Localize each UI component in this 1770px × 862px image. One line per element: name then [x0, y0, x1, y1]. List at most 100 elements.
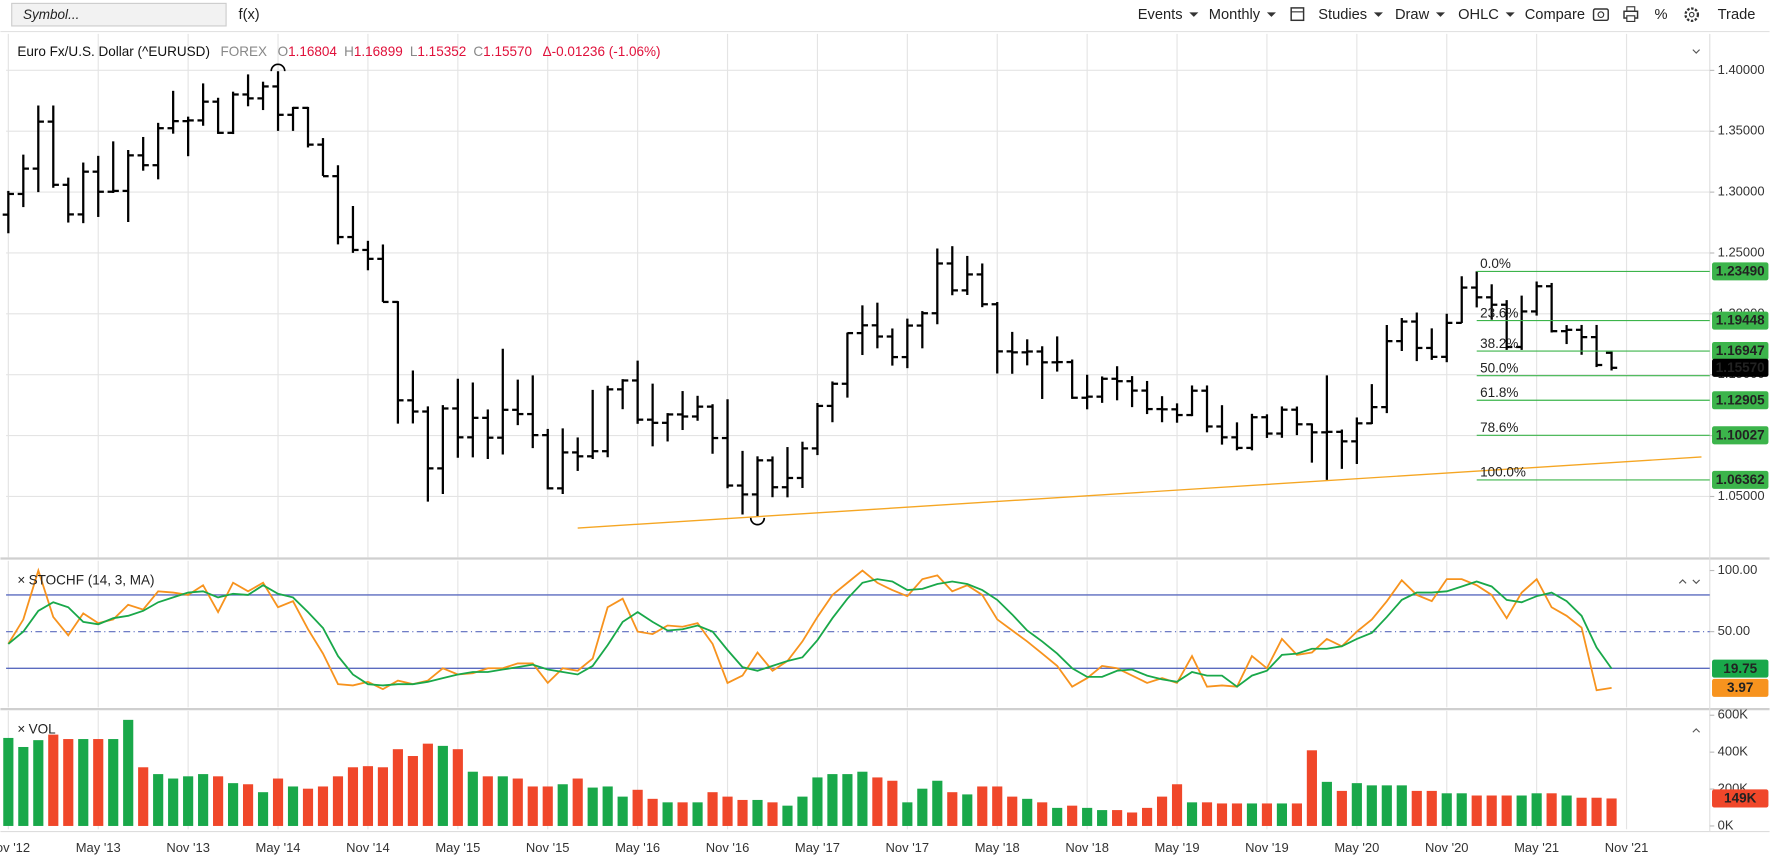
fib-price-box [1712, 426, 1769, 445]
volume-bar [842, 774, 853, 826]
volume-bar [602, 786, 613, 826]
menu-button[interactable]: Draw [1395, 7, 1430, 23]
x-tick-label: Nov '17 [886, 840, 930, 855]
fib-label: 23.6% [1480, 305, 1518, 320]
collapse-icon[interactable] [1692, 49, 1701, 54]
volume-bar [1411, 790, 1422, 826]
calendar-icon[interactable] [1290, 7, 1305, 22]
menu-caret [1373, 12, 1383, 17]
x-tick-label: May '17 [795, 840, 840, 855]
close-key: C [473, 43, 483, 58]
study-arrows[interactable] [1692, 728, 1701, 733]
volume-bar [932, 780, 943, 826]
fib-price: 1.12905 [1716, 392, 1765, 407]
high-value: 1.16899 [354, 43, 403, 58]
camera-icon[interactable] [1592, 8, 1609, 22]
symbol-input[interactable] [11, 2, 227, 27]
settings-icon[interactable] [1684, 7, 1700, 23]
fib-price-box [1712, 342, 1769, 361]
low-value: 1.15352 [417, 43, 466, 58]
close-study[interactable]: × [17, 573, 25, 588]
volume-bar [452, 749, 463, 826]
menu-button[interactable]: Monthly [1209, 7, 1261, 23]
fib-price: 1.06362 [1716, 472, 1765, 487]
volume-bar [917, 788, 928, 826]
volume-bar [1366, 785, 1377, 826]
volume-bar [692, 802, 703, 826]
volume-bar [1246, 803, 1258, 826]
x-tick-label: Nov '12 [0, 840, 30, 855]
volume-bar [1141, 807, 1153, 826]
volume-bar [902, 802, 913, 826]
y-tick-label: 1.40000 [1718, 62, 1765, 77]
vol-title: VOL [29, 722, 57, 737]
trade-button[interactable]: Trade [1718, 7, 1756, 23]
volume-bar [1261, 803, 1273, 826]
menu-button[interactable]: Studies [1318, 7, 1367, 23]
last-price: 1.15570 [1716, 360, 1765, 375]
x-tick-label: Nov '20 [1425, 840, 1469, 855]
volume-bar [198, 774, 209, 826]
volume-bar [1426, 790, 1437, 826]
instrument-title: Euro Fx/U.S. Dollar (^EURUSD) [17, 43, 210, 58]
fib-label: 0.0% [1480, 256, 1511, 271]
volume-bar [138, 767, 149, 826]
fib-price-box [1712, 470, 1769, 489]
trendline [577, 456, 1702, 529]
volume-bar [347, 767, 359, 826]
volume-bar [377, 767, 388, 826]
stoch-last-box [1712, 678, 1769, 697]
y-tick-label: 1.25000 [1718, 244, 1765, 259]
volume-bar [332, 776, 344, 826]
x-tick-label: May '20 [1334, 840, 1379, 855]
close-study[interactable]: × [17, 722, 25, 737]
volume-bar [812, 777, 823, 826]
x-tick-label: May '19 [1155, 840, 1200, 855]
volume-bar [1112, 810, 1123, 826]
volume-bar [1351, 783, 1362, 826]
menus: Events Monthly Studies Draw OHLC [1138, 7, 1515, 23]
fib-label: 100.0% [1480, 465, 1526, 480]
fx-button[interactable]: f(x) [239, 7, 260, 23]
x-tick-label: May '15 [435, 840, 480, 855]
x-tick-label: Nov '19 [1245, 840, 1289, 855]
stoch-last: 3.97 [1727, 680, 1753, 695]
volume-bar [977, 786, 988, 826]
volume-bar [1186, 802, 1198, 826]
stoch-line [7, 567, 1612, 692]
menu-button[interactable]: Events [1138, 7, 1183, 23]
y-tick-label: 400K [1718, 744, 1749, 759]
volume-bar [123, 719, 134, 826]
volume-bar [617, 796, 628, 826]
volume-bar [632, 789, 643, 826]
menu-button[interactable]: OHLC [1458, 7, 1499, 23]
volume-bar [392, 749, 403, 826]
fib-label: 61.8% [1480, 385, 1518, 400]
fib-label: 78.6% [1480, 420, 1518, 435]
x-tick-label: May '14 [256, 840, 301, 855]
y-tick-label: 50.00 [1718, 623, 1750, 638]
menu-caret [1435, 12, 1445, 17]
plot: Nov '12 May '13 Nov '13 May '14 Nov '14 May '… [0, 33, 1769, 855]
volume-bar [63, 739, 74, 826]
compare-button[interactable]: Compare [1525, 7, 1585, 23]
low-key: L [410, 43, 418, 58]
volume-bar [213, 776, 224, 826]
print-icon[interactable] [1623, 6, 1639, 23]
volume-bar [1231, 803, 1243, 826]
volume-bar [1381, 785, 1392, 826]
volume-bar [752, 799, 763, 826]
volume-bar [1022, 798, 1033, 826]
volume-bar [1171, 784, 1183, 826]
fib-price-box [1712, 391, 1769, 410]
volume-bar [242, 784, 254, 826]
fib-price: 1.23490 [1716, 264, 1765, 279]
volume-bar [677, 802, 688, 826]
x-tick-label: Nov '14 [346, 840, 390, 855]
percent-button[interactable]: % [1654, 7, 1667, 23]
volume-bar [947, 792, 958, 826]
volume-bar [857, 771, 868, 826]
x-tick-label: May '18 [975, 840, 1020, 855]
study-arrows[interactable] [1678, 579, 1701, 585]
volume-bar [707, 792, 718, 826]
